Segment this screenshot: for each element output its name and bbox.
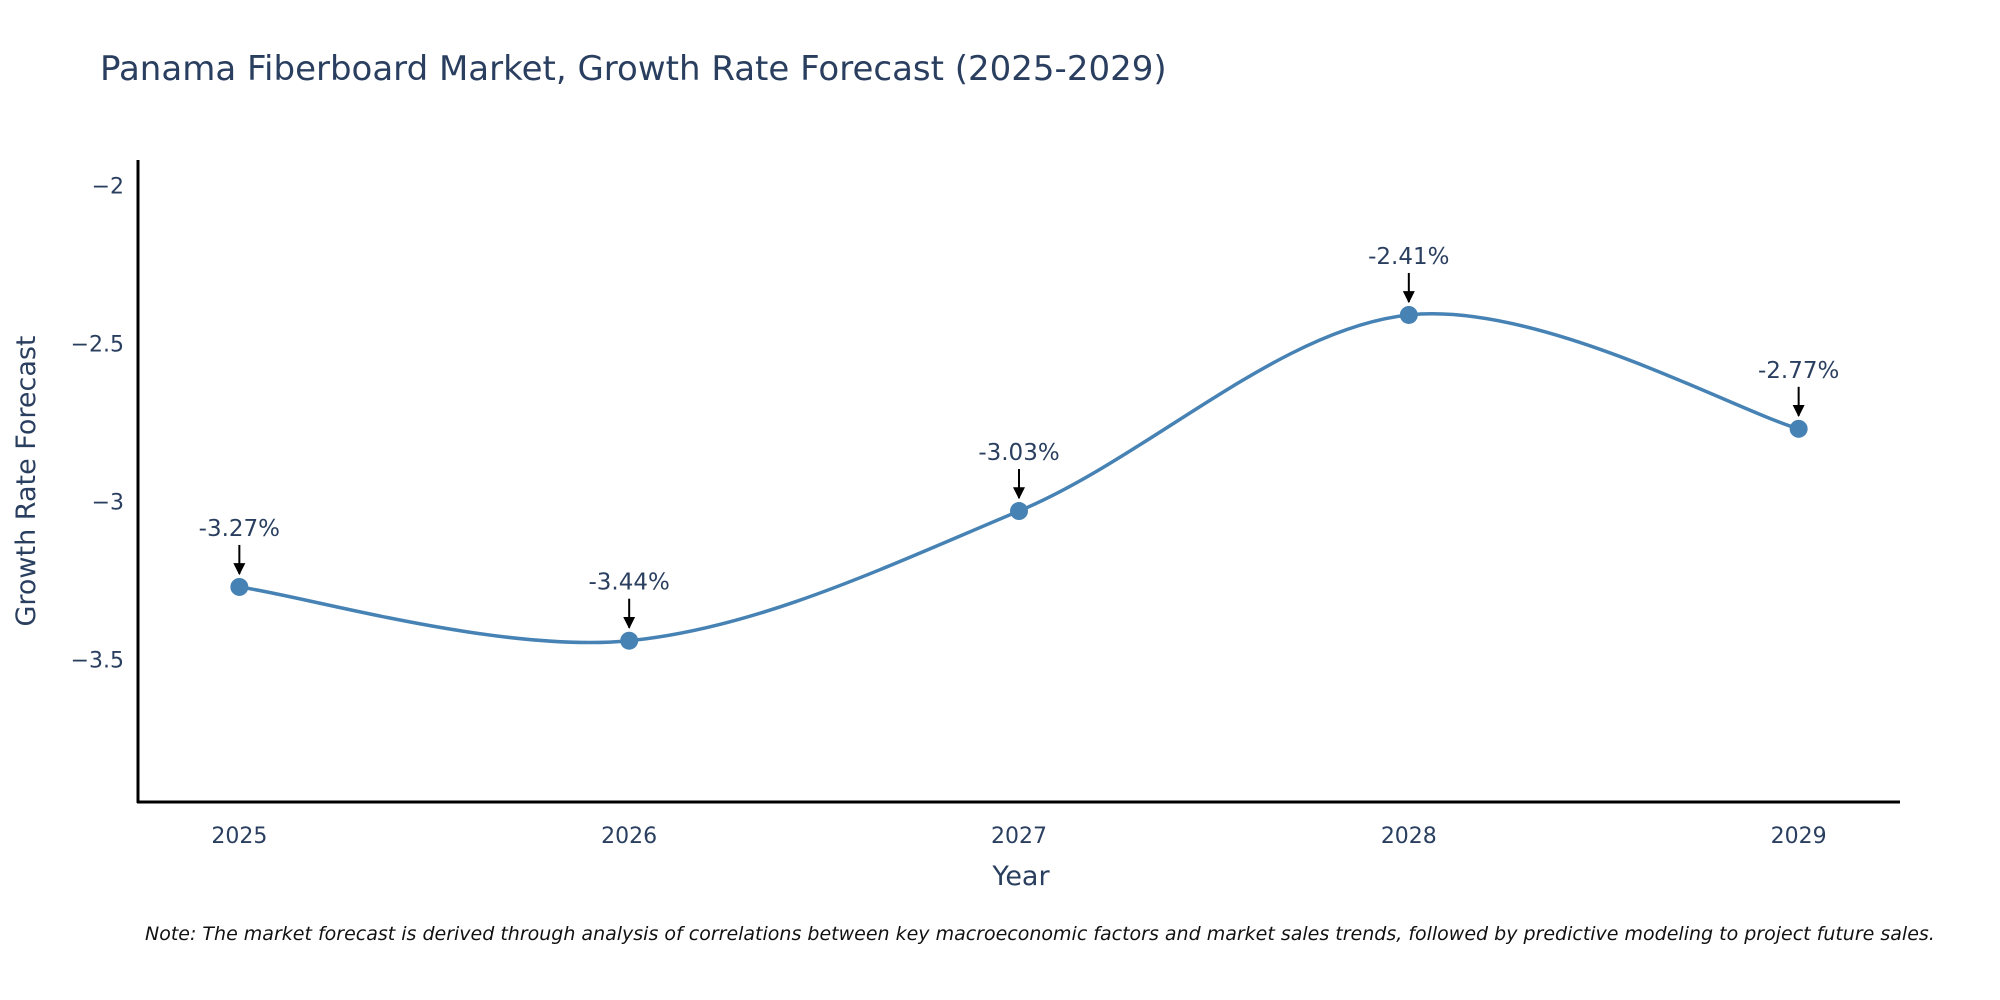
x-tick-label: 2025 <box>211 824 267 849</box>
data-label: -2.41% <box>1368 244 1449 270</box>
x-tick-label: 2026 <box>601 824 657 849</box>
plot-area: −3.5 −3 −2.5 −2 2025 2026 2027 2028 2029 -3.27% -3… <box>71 160 1900 849</box>
y-axis-title: Growth Rate Forecast <box>11 335 42 626</box>
footnote: Note: The market forecast is derived thr… <box>145 923 1935 945</box>
data-point <box>230 577 249 596</box>
data-label: -3.44% <box>588 570 669 596</box>
data-point <box>1789 419 1808 438</box>
data-point <box>1010 502 1028 521</box>
x-tick-label: 2029 <box>1771 824 1827 849</box>
data-label: -3.27% <box>199 516 280 542</box>
y-tick-label: −2 <box>92 174 124 199</box>
data-point <box>620 631 639 650</box>
y-tick-label: −2.5 <box>71 332 124 357</box>
x-tick-label: 2028 <box>1381 824 1437 849</box>
data-point <box>1399 305 1418 324</box>
y-tick-label: −3.5 <box>71 649 124 674</box>
chart-title: Panama Fiberboard Market, Growth Rate Fo… <box>100 49 1167 89</box>
x-tick-label: 2027 <box>991 824 1047 849</box>
data-label: -2.77% <box>1758 358 1839 384</box>
x-axis-title: Year <box>991 861 1050 892</box>
data-label: -3.03% <box>978 440 1059 466</box>
y-tick-label: −3 <box>92 491 124 516</box>
